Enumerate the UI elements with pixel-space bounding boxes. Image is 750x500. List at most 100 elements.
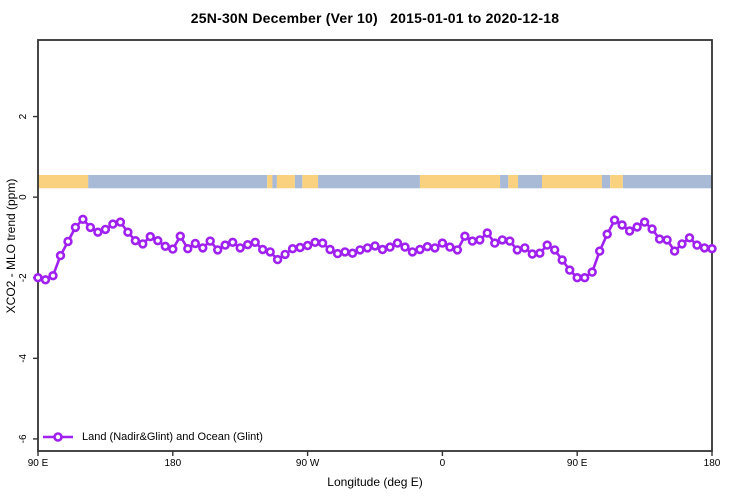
data-point	[662, 235, 672, 245]
data-point	[632, 222, 642, 232]
data-point	[243, 240, 253, 250]
data-point	[467, 236, 478, 246]
data-point	[228, 237, 238, 248]
surface-band-land-segment	[419, 174, 501, 189]
data-point	[355, 245, 365, 255]
data-point	[175, 231, 186, 241]
data-point	[430, 243, 440, 253]
data-point	[437, 238, 448, 248]
data-point	[93, 227, 103, 237]
data-point	[527, 249, 537, 259]
data-point	[272, 254, 283, 265]
data-point	[108, 219, 118, 229]
data-point	[624, 226, 635, 236]
data-point	[707, 244, 717, 254]
data-point	[310, 237, 320, 248]
data-point	[407, 247, 418, 257]
data-point	[40, 275, 51, 285]
surface-band-land-segment	[610, 174, 623, 189]
data-point	[452, 245, 463, 255]
data-point	[684, 233, 695, 243]
surface-band-ocean-segment	[622, 174, 712, 189]
data-point	[677, 239, 687, 249]
data-point	[332, 248, 343, 259]
data-point	[325, 244, 335, 255]
data-point	[302, 240, 313, 251]
x-tick-label: 90 E	[567, 458, 588, 469]
data-point	[48, 271, 58, 281]
data-point	[100, 224, 111, 235]
data-point	[445, 242, 455, 252]
legend-circle-sample	[53, 431, 63, 442]
data-point	[572, 273, 582, 283]
legend: Land (Nadir&Glint) and Ocean (Glint)	[42, 428, 263, 445]
y-tick-label: -2	[18, 273, 29, 282]
data-point	[70, 222, 81, 233]
data-point	[520, 243, 530, 253]
surface-band-land-segment	[38, 174, 89, 189]
data-point	[235, 243, 245, 253]
surface-band-land-segment	[267, 174, 273, 189]
data-point	[220, 240, 230, 250]
data-point	[654, 234, 665, 244]
data-point	[490, 238, 500, 248]
surface-band-ocean-segment	[518, 174, 543, 189]
data-point	[317, 238, 328, 248]
y-tick-label: -6	[18, 434, 29, 443]
data-point	[198, 243, 208, 253]
data-point	[385, 242, 395, 252]
surface-band-ocean-segment	[500, 174, 509, 189]
chart-title: 25N-30N December (Ver 10) 2015-01-01 to …	[190, 10, 560, 26]
data-point	[549, 245, 560, 255]
x-tick-label: 180	[164, 458, 181, 469]
data-point	[115, 217, 126, 227]
data-point	[168, 244, 178, 254]
y-tick-label: 2	[18, 113, 29, 119]
data-point	[85, 222, 96, 233]
surface-band-ocean-segment	[318, 174, 420, 189]
data-point	[557, 255, 567, 265]
data-point	[505, 236, 515, 246]
data-point	[669, 246, 680, 256]
data-point	[392, 238, 403, 248]
data-point	[160, 241, 171, 252]
y-tick-label: 0	[18, 194, 29, 200]
data-point	[535, 248, 545, 258]
data-point	[400, 242, 410, 252]
data-point	[340, 247, 350, 257]
surface-band-ocean-segment	[601, 174, 611, 189]
data-point	[78, 214, 88, 225]
y-axis-title: XCO2 - MLO trend (ppm)	[4, 178, 18, 314]
data-point	[587, 267, 597, 277]
data-point	[145, 231, 156, 242]
legend-label: Land (Nadir&Glint) and Ocean (Glint)	[82, 430, 263, 443]
data-point	[512, 245, 522, 255]
data-point	[250, 237, 260, 248]
data-point	[482, 228, 492, 238]
data-point	[460, 231, 470, 241]
legend-marker	[43, 431, 73, 442]
data-point	[213, 245, 223, 255]
data-point	[542, 240, 552, 250]
data-point	[205, 236, 215, 246]
data-point	[130, 236, 141, 246]
data-point	[564, 265, 575, 275]
surface-band-land-segment	[302, 174, 319, 189]
data-point	[63, 236, 73, 247]
data-point	[475, 235, 485, 245]
data-point	[123, 227, 133, 237]
data-point	[370, 241, 380, 251]
data-point	[190, 238, 201, 249]
data-point	[617, 220, 627, 230]
data-point	[579, 273, 590, 283]
data-point	[33, 273, 43, 283]
data-point	[602, 229, 612, 239]
data-point	[265, 247, 275, 257]
data-point	[258, 244, 268, 255]
data-point	[138, 239, 148, 249]
data-point	[280, 249, 290, 260]
data-point	[287, 244, 298, 254]
data-point	[422, 242, 433, 252]
